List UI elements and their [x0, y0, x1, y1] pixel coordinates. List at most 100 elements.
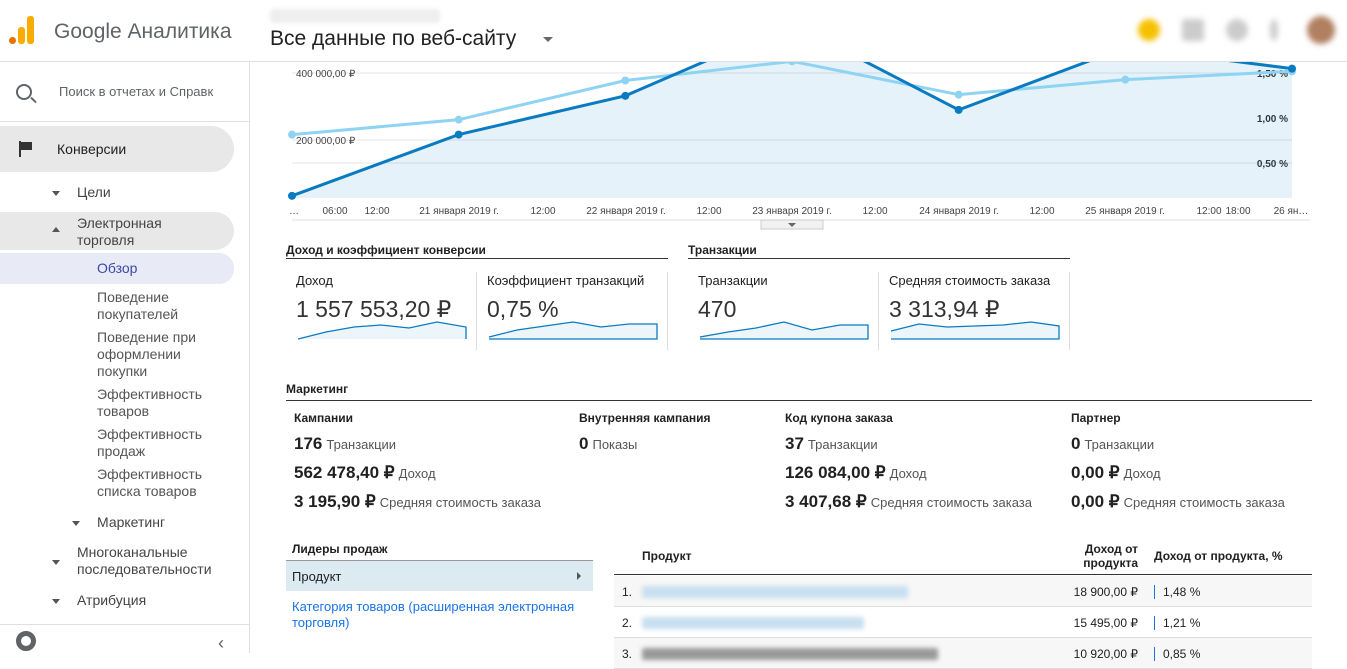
row-index: 3. — [622, 647, 633, 661]
collapse-sidebar-icon[interactable]: ‹ — [218, 633, 224, 653]
chevron-right-icon — [577, 572, 581, 580]
data-point — [1288, 64, 1296, 73]
kpi-value: 470 — [698, 296, 737, 322]
view-dropdown-icon[interactable] — [543, 37, 553, 42]
x-tick-label: 12:00 — [1196, 206, 1221, 217]
x-tick-label: 23 января 2019 г. — [752, 206, 831, 217]
kpi-label: Транзакции — [698, 273, 768, 288]
x-tick-label: 12:00 — [530, 206, 555, 217]
gear-icon[interactable] — [16, 631, 36, 651]
sidebar-item-ecommerce[interactable]: Электронная торговля — [77, 215, 162, 248]
kpi-avg-order-value[interactable]: Средняя стоимость заказа 3 313,94 ₽ — [889, 273, 1050, 323]
chevron-down-icon[interactable] — [52, 191, 60, 196]
more-menu-icon[interactable] — [1270, 19, 1278, 41]
flag-icon — [19, 141, 33, 157]
sidebar-item-marketing[interactable]: Маркетинг — [97, 514, 166, 530]
chevron-down-icon — [788, 223, 796, 227]
sidebar-item-overview[interactable]: Обзор — [97, 260, 138, 276]
apps-icon[interactable] — [1182, 19, 1204, 41]
chevron-down-icon[interactable] — [72, 521, 80, 526]
product-link-blurred[interactable] — [642, 586, 908, 598]
metric-value: 37 — [785, 434, 804, 453]
product-link-blurred[interactable] — [642, 648, 938, 660]
kpi-label: Коэффициент транзакций — [487, 273, 645, 288]
row-index: 1. — [622, 585, 633, 599]
sparkline-conversion — [488, 321, 658, 340]
x-tick-label: 12:00 — [1029, 206, 1054, 217]
overview-line-chart[interactable]: 400 000,00 ₽ 200 000,00 ₽ 1,50 % 1,00 % 0,50… — [268, 62, 1332, 232]
data-point — [288, 130, 296, 139]
y-tick-label: 200 000,00 ₽ — [296, 136, 356, 147]
products-table-header: Продукт Доход от продукта Доход от проду… — [614, 541, 1312, 575]
sidebar-item-ecommerce-bg[interactable] — [0, 212, 234, 250]
kpi-transactions[interactable]: Транзакции 470 — [698, 273, 768, 323]
data-point — [621, 76, 630, 85]
kpi-label: Средняя стоимость заказа — [889, 273, 1051, 288]
metric-label: Транзакции — [326, 437, 397, 452]
data-point — [954, 105, 963, 114]
breadcrumb[interactable] — [270, 9, 440, 23]
marketing-col-title: Внутренняя кампания — [579, 411, 711, 425]
notifications-icon[interactable] — [1138, 19, 1160, 41]
sidebar-search[interactable]: Поиск в отчетах и Справк — [0, 62, 250, 122]
chevron-up-icon[interactable] — [52, 227, 60, 232]
search-input[interactable]: Поиск в отчетах и Справк — [59, 84, 214, 99]
avatar[interactable] — [1307, 16, 1335, 44]
leaders-title: Лидеры продаж — [292, 542, 388, 556]
y-tick-label: 400 000,00 ₽ — [296, 69, 356, 80]
metric-value: 3 195,90 ₽ — [294, 492, 376, 511]
table-row[interactable]: 1. 18 900,00 ₽ 1,48 % — [614, 576, 1312, 607]
sidebar-item-goals[interactable]: Цели — [77, 184, 111, 200]
kpi-sparklines — [297, 321, 1060, 340]
nav-section-conversions[interactable]: Конверсии — [0, 126, 234, 172]
scrollbar[interactable] — [1332, 62, 1347, 653]
nav-section-label: Конверсии — [57, 141, 127, 157]
marketing-internal-campaign[interactable]: Внутренняя кампания 0 Показы — [579, 411, 711, 456]
marketing-coupon-code[interactable]: Код купона заказа 37 Транзакции 126 084,0… — [785, 411, 1032, 514]
metric-label: Средняя стоимость заказа — [379, 495, 541, 510]
analytics-logo[interactable] — [9, 14, 37, 44]
table-row[interactable]: 3. 10 920,00 ₽ 0,85 % — [614, 638, 1312, 669]
chevron-down-icon[interactable] — [52, 599, 60, 604]
sidebar-footer: ‹ — [0, 624, 250, 653]
data-point — [954, 90, 963, 99]
leaders-option-category[interactable]: Категория товаров (расширенная электронн… — [292, 599, 575, 630]
divider — [476, 272, 477, 350]
x-tick-label: 25 января 2019 г. — [1085, 206, 1164, 217]
column-header-share[interactable]: Доход от продукта, % — [1154, 549, 1283, 563]
kpi-revenue[interactable]: Доход 1 557 553,20 ₽ — [296, 273, 451, 323]
data-point — [288, 191, 296, 200]
help-icon[interactable] — [1226, 19, 1248, 41]
leaders-option-product[interactable]: Продукт — [286, 560, 593, 591]
top-bar: Google Аналитика Все данные по веб-сайту — [0, 0, 1347, 62]
column-header-product[interactable]: Продукт — [642, 549, 692, 563]
data-point — [1121, 75, 1130, 84]
chevron-down-icon[interactable] — [52, 560, 60, 565]
x-tick-label: … — [289, 206, 299, 217]
sidebar-item-product-list-performance[interactable]: Эффективность списка товаров — [97, 466, 203, 499]
x-tick-label: 26 ян… — [1274, 206, 1309, 217]
divider — [286, 400, 1312, 401]
table-row[interactable]: 2. 15 495,00 ₽ 1,21 % — [614, 607, 1312, 638]
sidebar-item-multichannel[interactable]: Многоканальные последовательности — [77, 544, 212, 577]
marketing-section-title: Маркетинг — [286, 382, 349, 396]
marketing-campaigns[interactable]: Кампании 176 Транзакции 562 478,40 ₽ Доход… — [294, 411, 541, 514]
x-tick-label: 18:00 — [1225, 206, 1250, 217]
kpi-value: 1 557 553,20 ₽ — [296, 296, 452, 322]
sidebar-item-overview-bg[interactable] — [0, 253, 234, 284]
metric-label: Средняя стоимость заказа — [870, 495, 1032, 510]
sparkline-avg-order — [890, 321, 1060, 340]
column-header-revenue[interactable]: Доход от продукта — [1083, 542, 1138, 570]
sidebar-item-shopping-behavior[interactable]: Поведение покупателей — [97, 289, 179, 322]
metric-value: 176 — [294, 434, 323, 453]
sidebar-item-product-performance[interactable]: Эффективность товаров — [97, 386, 203, 419]
sidebar-item-attribution[interactable]: Атрибуция — [77, 592, 147, 608]
sidebar-item-checkout-behavior[interactable]: Поведение при оформлении покупки — [97, 329, 196, 379]
marketing-affiliate[interactable]: Партнер 0 Транзакции 0,00 ₽ Доход 0,00 ₽ Ср… — [1071, 411, 1285, 514]
product-link-blurred[interactable] — [642, 617, 864, 629]
sidebar-item-sales-performance[interactable]: Эффективность продаж — [97, 426, 203, 459]
kpi-conversion-rate[interactable]: Коэффициент транзакций 0,75 % — [487, 273, 644, 323]
brand-name: Google Аналитика — [54, 20, 232, 43]
view-selector[interactable]: Все данные по веб-сайту — [270, 27, 517, 50]
divider — [688, 258, 1070, 259]
